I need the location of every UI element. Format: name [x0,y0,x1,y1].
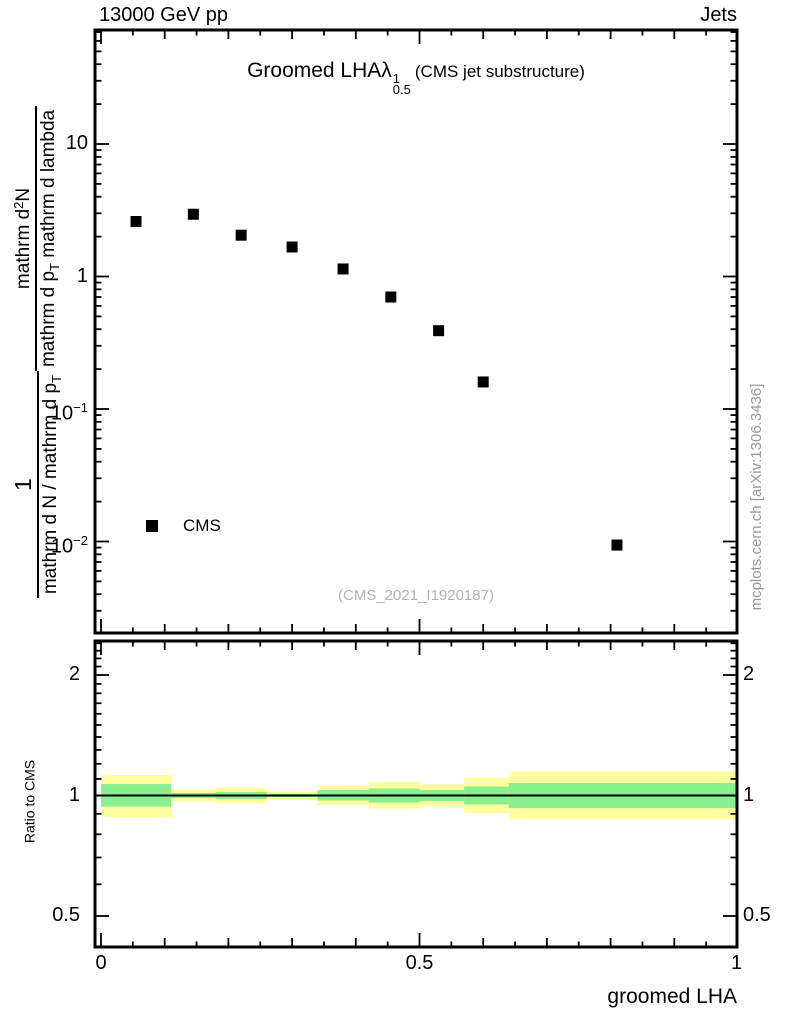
ratio-tick-label-left: 1 [68,783,80,806]
panel-frames [93,28,739,949]
lambda-superscript: 1 [392,71,401,86]
plot-title: Groomed LHAλ 1 0.5 (CMS jet substructure) [95,59,737,97]
lambda-symbol: λ [381,59,392,82]
legend: CMS [146,516,221,536]
mcplots-attribution: mcplots.cern.ch [arXiv:1306.3436] [748,383,765,611]
title-suffix: (CMS jet substructure) [414,62,585,81]
x-tick-label: 1 [730,952,743,974]
process-label: Jets [700,4,737,26]
ratio-tick-label-left: 0.5 [52,904,80,926]
y-tick-label: 10 [65,132,88,154]
analysis-id-watermark: (CMS_2021_I1920187) [338,587,494,604]
y-tick-label: 1 [76,264,88,287]
x-tick-label: 0.5 [405,952,434,974]
lambda-subscript: 0.5 [392,82,411,97]
y-tick-label: 10−1 [50,400,88,425]
axis-ticks [95,30,738,947]
title-main: Groomed LHA [247,59,382,82]
legend-label: CMS [183,516,221,535]
ratio-tick-label-right: 2 [743,662,755,685]
ratio-tick-label-right: 1 [743,783,755,806]
ratio-tick-label-right: 0.5 [743,904,771,926]
ratio-axis-label: Ratio to CMS [21,759,38,844]
cms-square-marker-icon [146,520,158,532]
x-axis-label: groomed LHA [607,985,737,1008]
beam-energy-label: 13000 GeV pp [99,4,228,26]
cms-data-points [130,208,623,551]
ratio-tick-label-left: 2 [68,662,80,685]
x-tick-label: 0 [95,952,107,974]
y-tick-label: 10−2 [50,532,88,558]
